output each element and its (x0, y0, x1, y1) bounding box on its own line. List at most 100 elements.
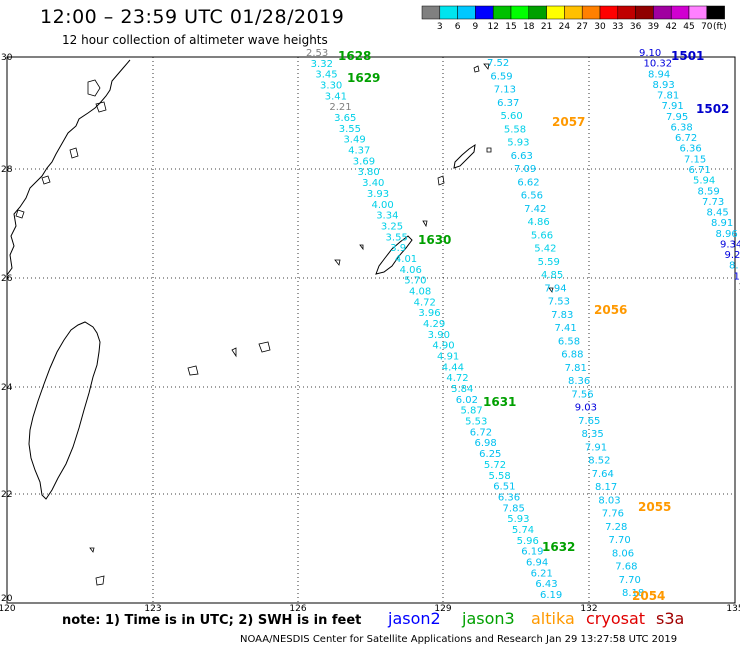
wave-height-value: 5.59 (538, 257, 560, 268)
wave-height-value: 5.93 (507, 138, 529, 149)
wave-height-value: 5.74 (512, 525, 534, 536)
wave-height-value: 7.41 (555, 323, 577, 334)
wave-height-value: 6.19 (540, 590, 562, 601)
wave-height-value: 7.81 (565, 363, 587, 374)
wave-height-value: 8. (729, 261, 739, 272)
wave-height-value: 8.52 (588, 456, 610, 467)
wave-height-value: 3.65 (334, 113, 356, 124)
wave-height-value: 2.21 (329, 102, 351, 113)
wave-height-value: 7.73 (702, 197, 724, 208)
latitude-tick-label: 22 (1, 490, 12, 500)
wave-height-value: 3.69 (353, 156, 375, 167)
wave-height-value: 5.42 (534, 244, 556, 255)
colorbar-swatch (670, 5, 690, 20)
colorbar-unit: (ft) (713, 22, 727, 32)
wave-height-value: 7.70 (609, 535, 631, 546)
colorbar-swatch (564, 5, 583, 20)
wave-height-value: 8.03 (598, 495, 620, 506)
colorbar-swatch (599, 5, 619, 20)
wave-height-value: 6.36 (680, 144, 702, 155)
wave-height-value: 3.30 (320, 81, 342, 92)
credit-line: NOAA/NESDIS Center for Satellite Applica… (240, 634, 678, 645)
wave-height-value: 6.37 (497, 98, 519, 109)
wave-height-value: 7.68 (615, 562, 637, 573)
altimeter-tracks: 2.533.323.453.303.412.213.653.553.494.37… (306, 48, 740, 603)
wave-height-value: 4.01 (395, 254, 417, 265)
wave-height-value: 7.91 (585, 442, 607, 453)
wave-height-value: 3.25 (381, 221, 403, 232)
colorbar-label: 42 (665, 22, 676, 32)
wave-height-value: 5.87 (460, 406, 482, 417)
wave-height-value: 7.65 (578, 416, 600, 427)
wave-height-value: 4.72 (446, 373, 468, 384)
wave-height-value: 7.52 (487, 58, 509, 69)
pass-id-label: 1501 (671, 49, 704, 63)
wave-height-value: 6.38 (671, 122, 693, 133)
taiwan-coastline (28, 321, 101, 500)
map-subtitle: 12 hour collection of altimeter wave hei… (62, 33, 328, 47)
wave-height-value: 7.95 (666, 112, 688, 123)
wave-height-value: 7.15 (684, 154, 706, 165)
wave-height-value: 5.60 (501, 111, 523, 122)
amami-island (453, 143, 476, 169)
wave-height-value: 8.93 (653, 80, 675, 91)
wave-height-value: 4.91 (437, 352, 459, 363)
wave-height-value: 3.90 (428, 330, 450, 341)
wave-height-value: 5.66 (531, 230, 553, 241)
wave-height-value: 8.91 (711, 218, 733, 229)
wave-height-value: 3.80 (357, 167, 379, 178)
wave-height-value: 6.59 (490, 71, 512, 82)
pass-id-label: 2055 (638, 500, 671, 514)
longitude-tick-label: 123 (144, 604, 161, 614)
wave-height-value: 3.40 (362, 178, 384, 189)
wave-height-value: 5.94 (693, 176, 715, 187)
colorbar-swatch (581, 5, 601, 20)
wave-height-value: 6.56 (521, 191, 543, 202)
colorbar-label: 6 (455, 22, 461, 32)
wave-height-value: 7.53 (548, 297, 570, 308)
wave-height-value: 3.45 (315, 70, 337, 81)
longitude-tick-label: 129 (434, 604, 451, 614)
wave-height-value: 9.03 (575, 403, 597, 414)
colorbar-label: 30 (594, 22, 606, 32)
wave-height-value: 3.55 (339, 124, 361, 135)
wave-height-value: 5.93 (507, 514, 529, 525)
pass-id-label: 2057 (552, 115, 585, 129)
latitude-tick-label: 26 (1, 274, 13, 284)
wave-height-value: 9.10 (639, 48, 661, 59)
wave-height-value: 7.28 (605, 522, 627, 533)
longitude-tick-label: 135 (726, 604, 740, 614)
pass-id-label: 1632 (542, 540, 575, 554)
color-scale-bar: 3 6 9 12 15 18 21 24 27 30 33 36 39 42 45 70 (ft) (421, 5, 727, 32)
colorbar-label: 24 (559, 22, 571, 32)
wave-height-value: 4.00 (372, 200, 394, 211)
pass-id-label: 1502 (696, 102, 729, 116)
wave-height-value: 4.86 (528, 217, 550, 228)
wave-height-value: 1 (738, 282, 740, 293)
wave-height-value: 3.93 (367, 189, 389, 200)
wave-height-value: 4.72 (414, 297, 436, 308)
latitude-ticks: 30 28 26 24 22 20 (1, 53, 13, 604)
wave-height-value: 10 (734, 271, 740, 282)
legend-altika: altika (531, 609, 575, 628)
wave-height-value: 5.84 (451, 384, 473, 395)
wave-height-value: 6.72 (675, 133, 697, 144)
wave-height-value: 4.29 (423, 319, 445, 330)
colorbar-swatch (706, 5, 725, 20)
latitude-tick-label: 30 (1, 53, 13, 63)
colorbar-label: 9 (473, 22, 479, 32)
wave-height-value: 3.96 (418, 308, 440, 319)
wave-height-value: 8.59 (698, 186, 720, 197)
colorbar-swatch (510, 5, 530, 20)
latitude-tick-label: 24 (1, 383, 13, 393)
colorbar-swatch (457, 5, 476, 20)
wave-height-value: 10.32 (644, 59, 673, 70)
pass-id-label: 1628 (338, 49, 371, 63)
wave-height-value: 7.94 (544, 283, 566, 294)
legend-cryosat: cryosat (586, 609, 646, 628)
wave-height-value: 8.94 (648, 69, 670, 80)
wave-height-value: 5.70 (404, 276, 426, 287)
colorbar-swatch (546, 5, 565, 20)
latitude-tick-label: 20 (1, 594, 13, 604)
longitude-tick-label: 132 (580, 604, 597, 614)
